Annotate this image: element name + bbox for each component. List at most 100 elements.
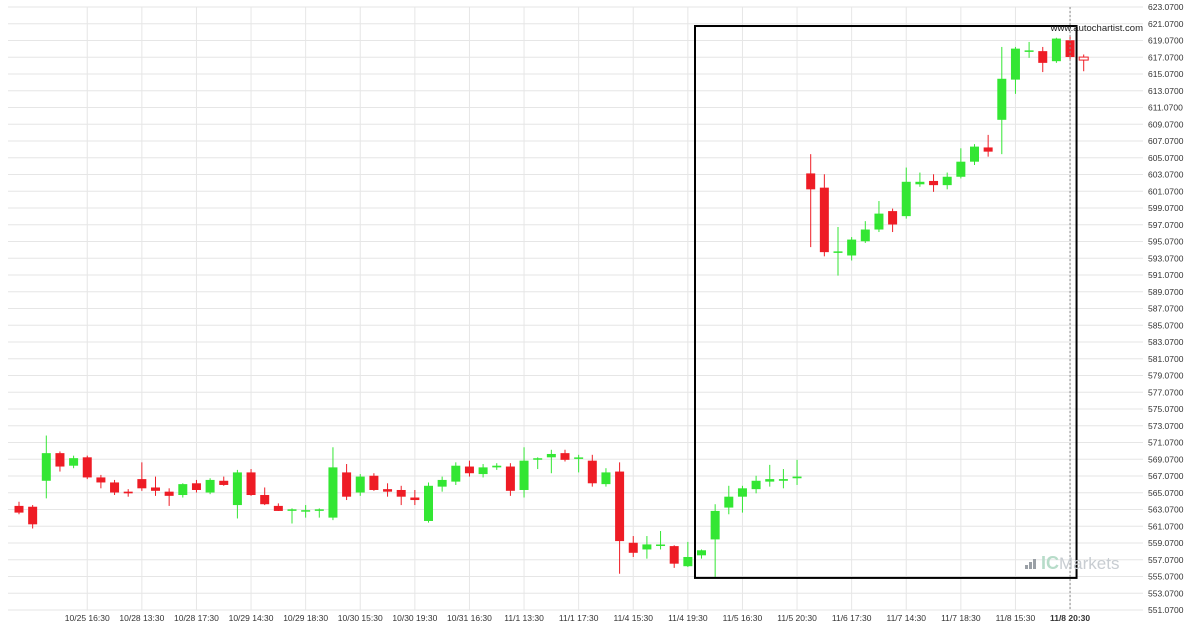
- y-tick-label: 557.0700: [1148, 555, 1184, 565]
- candle-body: [929, 180, 939, 186]
- y-tick-label: 607.0700: [1148, 136, 1184, 146]
- candle-body: [860, 229, 870, 242]
- candle-body: [601, 472, 611, 485]
- candle-body: [765, 479, 775, 482]
- candle: [642, 536, 652, 559]
- candle-body: [915, 181, 925, 185]
- signal-bar: [1025, 565, 1028, 569]
- candle: [492, 463, 502, 470]
- y-tick-label: 593.0700: [1148, 253, 1184, 263]
- y-tick-label: 601.0700: [1148, 186, 1184, 196]
- candle: [191, 479, 201, 493]
- y-tick-label: 563.0700: [1148, 505, 1184, 515]
- y-tick-label: 561.0700: [1148, 521, 1184, 531]
- candle-body: [792, 476, 802, 479]
- candle: [314, 508, 324, 518]
- overlay: [694, 7, 1078, 610]
- candle: [615, 462, 625, 574]
- candle-body: [137, 479, 147, 489]
- y-tick-label: 617.0700: [1148, 52, 1184, 62]
- candle: [778, 469, 788, 489]
- candle-body: [683, 556, 693, 567]
- y-tick-label: 619.0700: [1148, 36, 1184, 46]
- candle: [110, 479, 120, 496]
- candle-body: [383, 489, 393, 492]
- x-tick-label: 11/7 18:30: [941, 613, 981, 623]
- candle-body: [314, 509, 324, 511]
- y-tick-label: 591.0700: [1148, 270, 1184, 280]
- y-tick-label: 585.0700: [1148, 320, 1184, 330]
- candle: [860, 221, 870, 243]
- y-tick-label: 569.0700: [1148, 454, 1184, 464]
- candle: [669, 545, 679, 568]
- grid-lines: [8, 6, 1143, 611]
- candle: [69, 455, 79, 469]
- candle-body: [464, 466, 474, 474]
- y-tick-label: 615.0700: [1148, 69, 1184, 79]
- candle-body: [724, 496, 734, 508]
- candle-body: [942, 176, 952, 186]
- candle: [751, 475, 761, 494]
- candle: [505, 463, 515, 496]
- candle: [560, 449, 570, 462]
- candle-body: [178, 484, 188, 496]
- candle-body: [1051, 38, 1061, 62]
- y-tick-label: 623.0700: [1148, 2, 1184, 12]
- candle-body: [123, 491, 133, 494]
- y-tick-label: 621.0700: [1148, 19, 1184, 29]
- candle-body: [260, 495, 270, 505]
- candle-body: [669, 546, 679, 564]
- y-tick-label: 567.0700: [1148, 471, 1184, 481]
- candle-body: [369, 475, 379, 490]
- candle-body: [956, 161, 966, 177]
- candle-body: [901, 181, 911, 217]
- candle: [55, 451, 65, 472]
- y-tick-label: 551.0700: [1148, 605, 1184, 615]
- candle-body: [41, 453, 51, 481]
- signal-bar: [1033, 559, 1036, 569]
- x-tick-label: 11/8 15:30: [996, 613, 1036, 623]
- candle-body: [191, 483, 201, 490]
- x-tick-label: 10/28 17:30: [174, 613, 219, 623]
- candle: [123, 489, 133, 497]
- candle-body: [819, 187, 829, 253]
- candle: [287, 508, 297, 524]
- candle: [765, 464, 775, 487]
- candle: [819, 174, 829, 257]
- candle-body: [55, 453, 65, 467]
- candle: [546, 449, 556, 474]
- y-tick-label: 559.0700: [1148, 538, 1184, 548]
- x-tick-label: 11/4 19:30: [668, 613, 708, 623]
- candle: [970, 144, 979, 166]
- candle-body: [778, 479, 788, 481]
- candle: [1010, 46, 1020, 94]
- y-tick-label: 605.0700: [1148, 153, 1184, 163]
- candle: [587, 454, 597, 487]
- candle: [232, 469, 242, 519]
- candle: [710, 504, 720, 578]
- candle-body: [164, 491, 174, 496]
- candle-body: [478, 467, 488, 475]
- candle: [82, 455, 92, 480]
- x-tick-label: 11/4 15:30: [613, 613, 653, 623]
- x-tick-label: 11/5 16:30: [723, 613, 763, 623]
- x-tick-label: 10/29 18:30: [283, 613, 328, 623]
- candle: [737, 485, 747, 513]
- candle-body: [533, 458, 543, 460]
- candle: [833, 227, 843, 276]
- y-tick-label: 595.0700: [1148, 237, 1184, 247]
- candle: [301, 505, 311, 518]
- y-tick-label: 587.0700: [1148, 304, 1184, 314]
- y-tick-label: 603.0700: [1148, 170, 1184, 180]
- candle-body: [574, 457, 584, 459]
- candle-body: [205, 479, 215, 493]
- x-tick-label: 11/5 20:30: [777, 613, 817, 623]
- candle-body: [328, 467, 338, 518]
- candle: [628, 536, 638, 557]
- candle-body: [505, 466, 515, 491]
- candle: [983, 134, 993, 157]
- y-tick-label: 611.0700: [1148, 103, 1183, 113]
- candle-body: [14, 505, 24, 513]
- candle: [424, 482, 433, 523]
